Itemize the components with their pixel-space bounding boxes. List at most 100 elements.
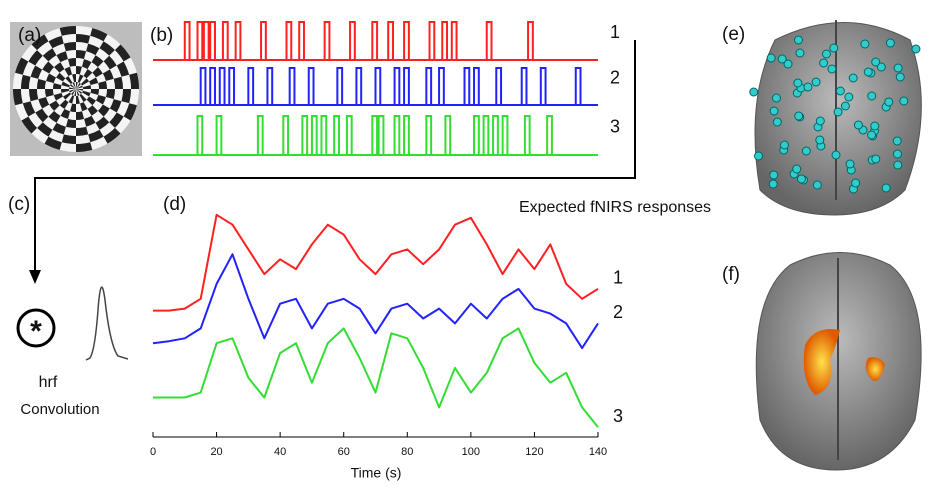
optode	[812, 180, 822, 190]
stim-pulse	[209, 67, 216, 105]
stim-pulse	[539, 67, 547, 105]
checker-cell	[88, 129, 104, 143]
stim-pulse	[393, 67, 401, 105]
checker-cell	[68, 89, 76, 91]
checker-cell	[89, 92, 99, 101]
optode	[815, 116, 825, 126]
checker-cell	[70, 66, 76, 75]
stim-pulse	[307, 67, 315, 105]
optode	[794, 111, 804, 121]
checker-cell	[69, 89, 76, 93]
checker-cell	[76, 89, 83, 94]
checker-cell	[82, 81, 91, 88]
optode	[892, 136, 902, 146]
checker-cell	[60, 89, 70, 93]
checker-cell	[99, 122, 115, 137]
checker-cell	[61, 90, 70, 97]
stim-pulse	[247, 67, 255, 105]
checker-cell	[90, 28, 108, 42]
checker-cell	[53, 92, 63, 101]
brain-f	[755, 252, 922, 471]
checker-cell	[76, 89, 81, 96]
checker-cell	[68, 87, 76, 89]
checker-cell	[74, 89, 76, 97]
optode	[793, 78, 803, 88]
stim-pulse	[209, 21, 216, 60]
checker-cell	[87, 105, 98, 116]
optode	[871, 57, 881, 67]
checker-cell	[82, 108, 92, 119]
stim-pulse	[428, 21, 436, 60]
stim-pulse	[288, 67, 296, 105]
stim-pulse	[221, 21, 229, 60]
arrow-head	[29, 270, 41, 284]
checker-cell	[91, 55, 104, 68]
checker-cell	[89, 77, 99, 86]
checker-cell	[84, 51, 96, 63]
checker-cell	[42, 116, 57, 130]
checker-cell	[28, 50, 43, 66]
stim-label: 3	[610, 116, 620, 136]
checker-cell	[109, 50, 124, 66]
checker-cell	[69, 89, 76, 94]
optode	[769, 106, 779, 116]
checker-cell	[103, 127, 121, 144]
checker-cell	[76, 126, 89, 137]
panel-label: (b)	[150, 25, 173, 46]
optode	[860, 39, 870, 49]
checker-cell	[76, 111, 84, 120]
stim-pulse	[473, 67, 480, 105]
checker-cell	[103, 108, 117, 123]
checker-cell	[83, 69, 93, 79]
checker-cell	[113, 76, 124, 89]
checker-cell	[76, 142, 93, 153]
stim-pulse	[492, 115, 499, 155]
checker-cell	[68, 58, 76, 67]
stim-pulse	[501, 115, 509, 155]
checker-cell	[76, 134, 91, 144]
checker-cell	[56, 96, 66, 106]
connector	[34, 40, 636, 272]
checker-cell	[59, 142, 76, 153]
checker-cell	[109, 99, 122, 113]
optode	[783, 59, 793, 69]
checker-cell	[48, 129, 64, 143]
checker-cell	[76, 25, 93, 36]
optode	[844, 92, 854, 102]
checker-cell	[61, 134, 76, 144]
optode	[870, 121, 880, 131]
checker-cell	[102, 69, 114, 81]
checker-cell	[68, 111, 76, 120]
stim-pulse	[320, 115, 328, 155]
stim-pulse	[387, 21, 394, 60]
series-line	[152, 253, 599, 350]
checker-cell	[65, 118, 76, 129]
checker-cell	[87, 62, 98, 73]
optode	[777, 54, 787, 64]
checker-cell	[30, 99, 43, 113]
checker-cell	[31, 34, 49, 51]
checker-cell	[52, 43, 66, 56]
checker-cell	[98, 89, 107, 97]
optode	[840, 101, 850, 111]
checker-cell	[36, 78, 47, 89]
optode	[876, 62, 886, 72]
panel-label: (c)	[8, 194, 30, 215]
stim-pulse	[323, 21, 331, 60]
checker-cell	[28, 112, 43, 128]
checker-cell	[68, 95, 75, 104]
checker-cell	[76, 95, 80, 105]
checker-cell	[21, 89, 31, 104]
stim-pulse	[355, 67, 363, 105]
checker-cell	[103, 34, 121, 51]
checker-cell	[82, 89, 92, 93]
checker-cell	[46, 95, 57, 105]
stim-pulse	[234, 21, 242, 60]
checker-cell	[53, 77, 63, 86]
stim-pulse	[260, 21, 267, 60]
stim-pulse	[228, 67, 236, 105]
checker-cell	[76, 87, 84, 89]
optode	[831, 150, 841, 160]
series-label: 2	[613, 302, 623, 322]
checker-cell	[72, 89, 76, 96]
